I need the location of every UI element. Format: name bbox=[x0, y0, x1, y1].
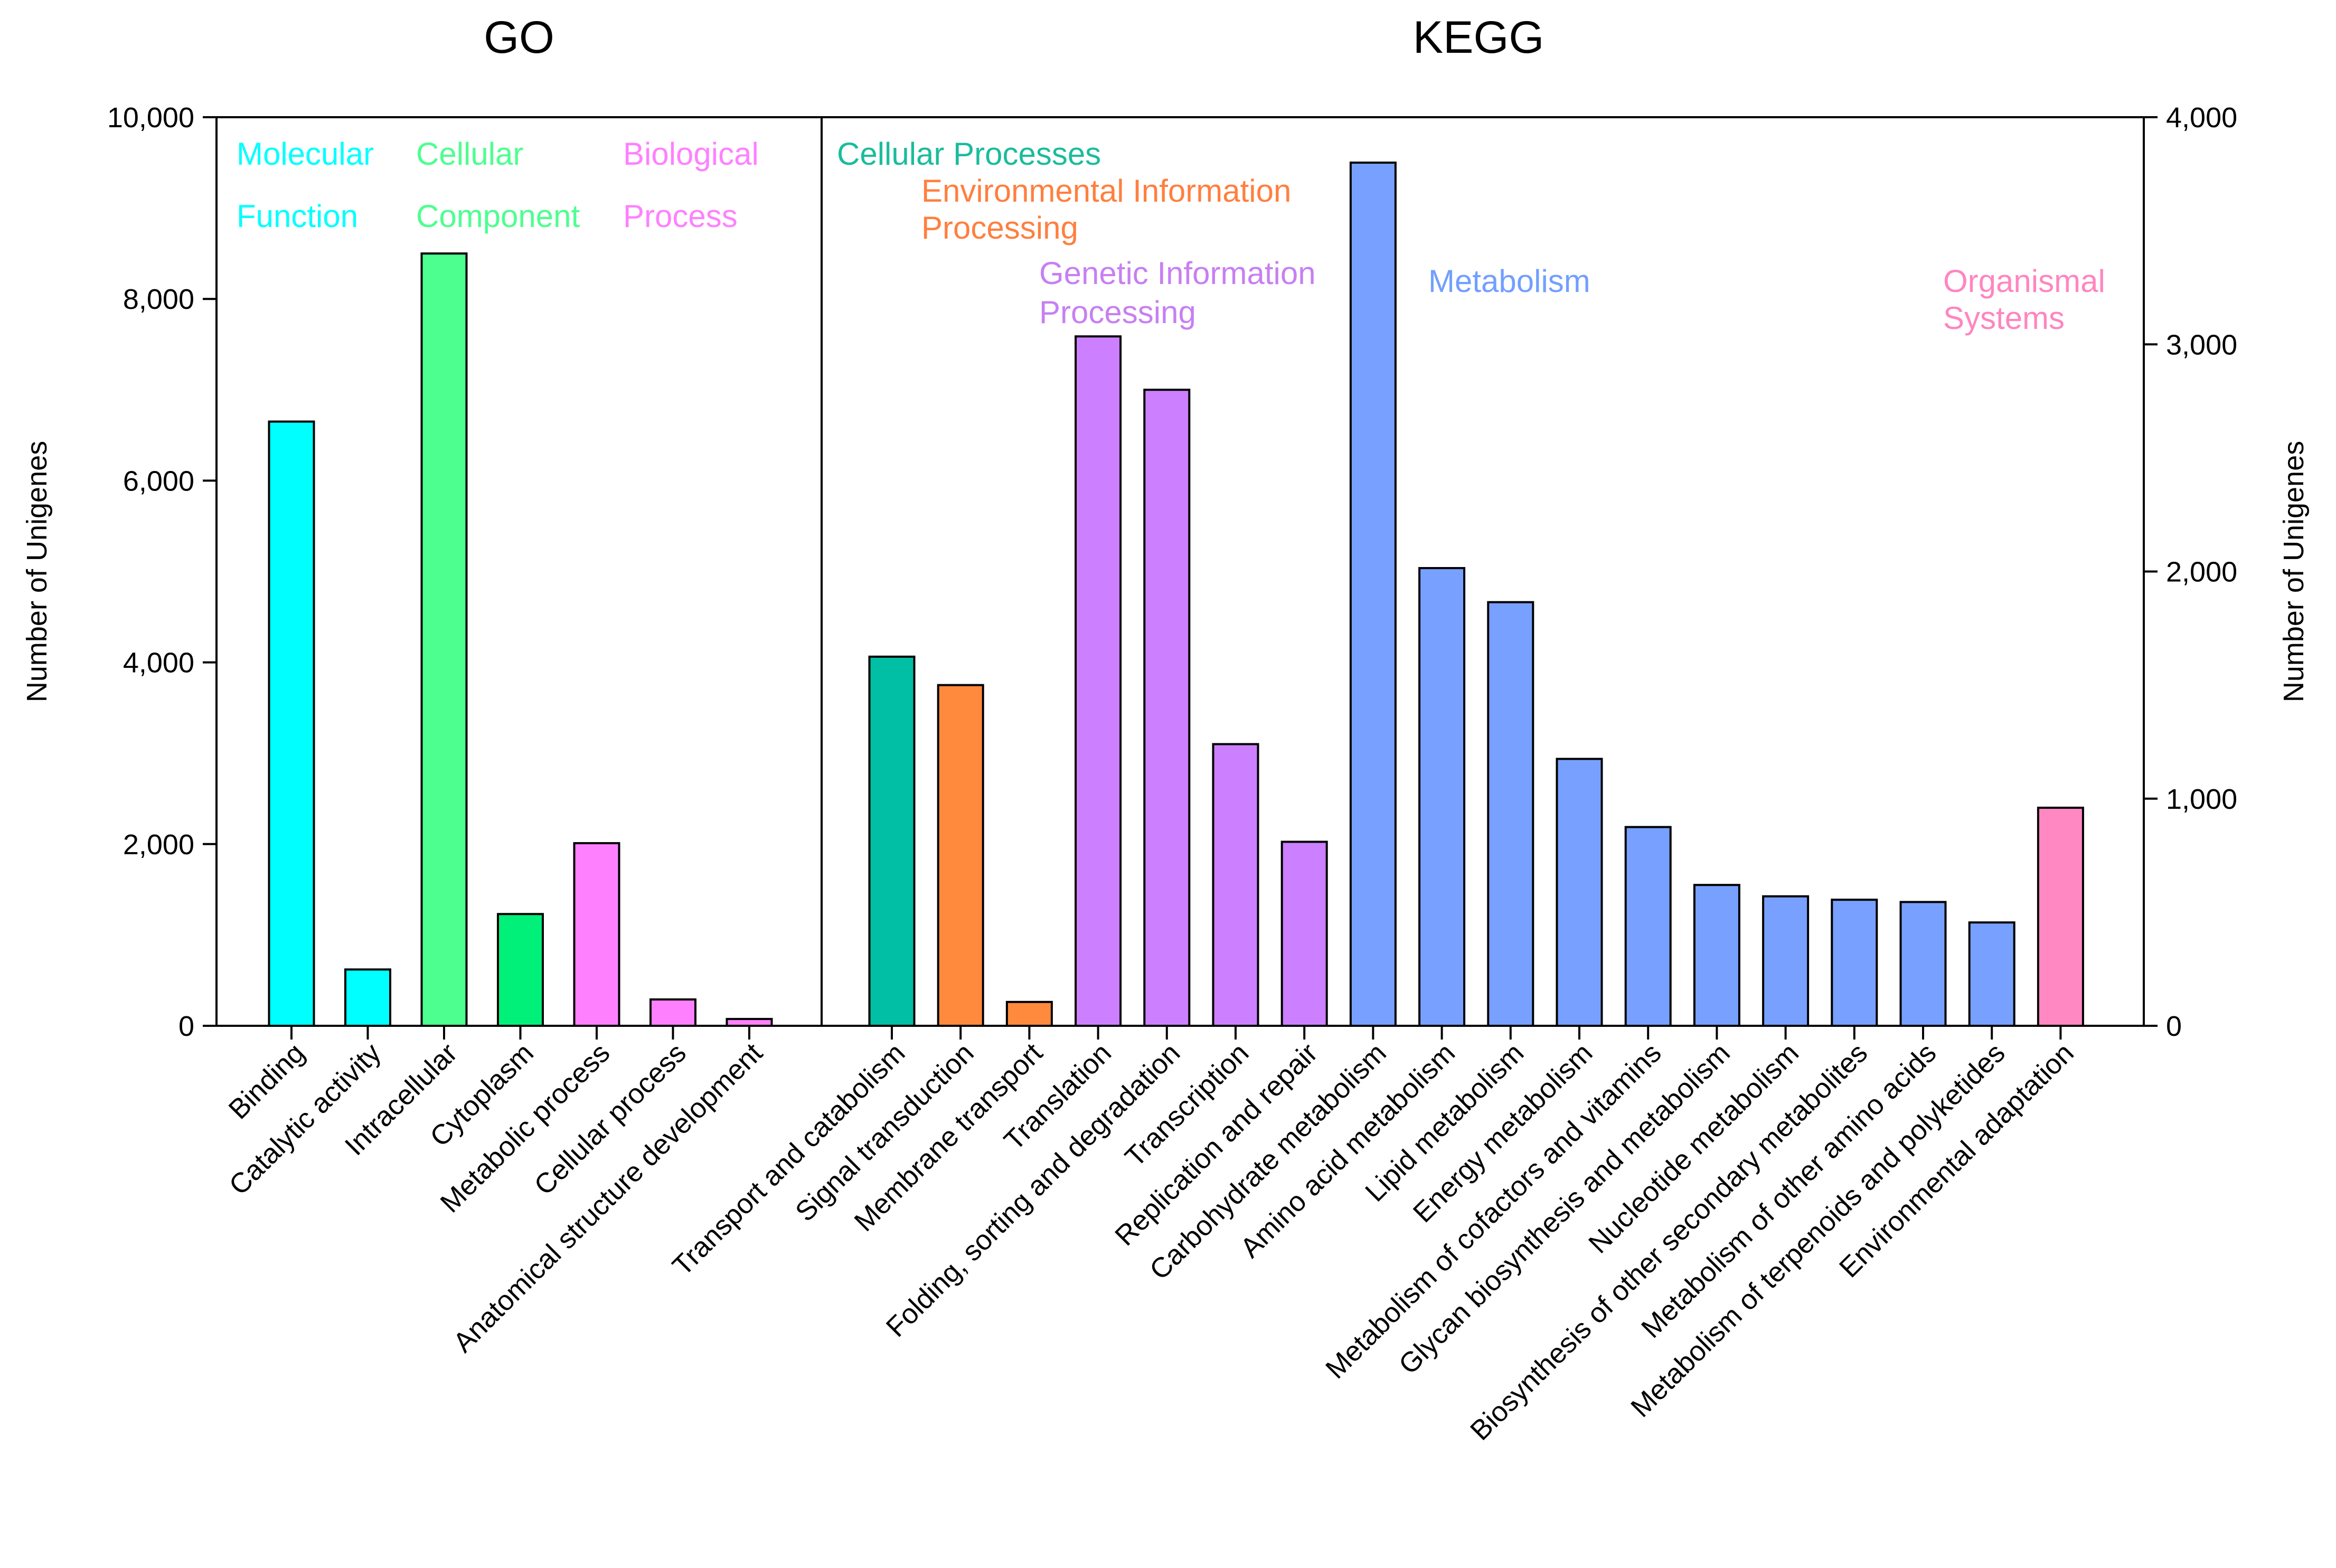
kegg-bar-amino-acid-metabolism bbox=[1418, 567, 1466, 1027]
kegg-bar-biosynthesis-of-other-secondary-metabolites bbox=[1831, 899, 1878, 1027]
kegg-bar-environmental-adaptation bbox=[2037, 806, 2084, 1027]
kegg-group-label: Cellular Processes bbox=[837, 136, 1101, 172]
left-y-tick-label: 2,000 bbox=[123, 829, 194, 861]
kegg-bar-glycan-biosynthesis-and-metabolism bbox=[1693, 884, 1740, 1027]
right-y-tick-label: 2,000 bbox=[2166, 556, 2237, 588]
kegg-title: KEGG bbox=[1413, 12, 1544, 63]
go-group-label: Biological bbox=[623, 136, 759, 172]
left-y-tick-label: 4,000 bbox=[123, 647, 194, 679]
kegg-bar-lipid-metabolism bbox=[1487, 601, 1534, 1027]
kegg-bar-folding-sorting-and-degradation bbox=[1143, 389, 1191, 1027]
right-y-tick-label: 1,000 bbox=[2166, 783, 2237, 815]
kegg-bar-replication-and-repair bbox=[1280, 840, 1328, 1027]
go-bar-metabolic-process bbox=[573, 842, 620, 1027]
left-y-tick-label: 6,000 bbox=[123, 465, 194, 497]
kegg-bar-translation bbox=[1075, 335, 1122, 1027]
go-group-label: Process bbox=[623, 199, 738, 234]
go-group-label: Function bbox=[237, 199, 358, 234]
right-y-axis-label: Number of Unigenes bbox=[2278, 441, 2310, 702]
right-y-tick-label: 0 bbox=[2166, 1010, 2182, 1042]
go-title: GO bbox=[484, 12, 554, 63]
kegg-bar-transcription bbox=[1212, 743, 1259, 1027]
go-group-label: Molecular bbox=[237, 136, 374, 172]
kegg-group-label: Metabolism bbox=[1428, 263, 1590, 299]
kegg-group-label: Environmental Information bbox=[921, 173, 1291, 209]
kegg-bar-carbohydrate-metabolism bbox=[1349, 162, 1397, 1027]
left-y-tick-label: 0 bbox=[178, 1010, 194, 1042]
group-labels: Molecular Function Cellular Component Biolog… bbox=[237, 136, 2105, 336]
go-bar-intracellular bbox=[420, 252, 468, 1027]
kegg-group-label: Processing bbox=[1039, 295, 1196, 330]
go-bar-binding bbox=[268, 420, 315, 1027]
kegg-group-label: Genetic Information bbox=[1039, 256, 1316, 291]
kegg-group-label: Processing bbox=[921, 210, 1078, 245]
kegg-bar-nucleotide-metabolism bbox=[1762, 895, 1810, 1027]
kegg-bar-metabolism-of-other-amino-acids bbox=[1899, 901, 1947, 1027]
kegg-bar-metabolism-of-terpenoids-and-polyketides bbox=[1968, 921, 2015, 1027]
bars bbox=[268, 162, 2084, 1040]
kegg-group-label: Organismal bbox=[1943, 263, 2105, 299]
kegg-bar-signal-transduction bbox=[937, 684, 984, 1027]
left-y-axis: 0 2,000 4,000 6,000 8,000 10,000 Number of Uni… bbox=[21, 102, 216, 1042]
go-bar-catalytic-activity bbox=[344, 968, 391, 1027]
kegg-bar-energy-metabolism bbox=[1556, 758, 1603, 1027]
panel-titles: GO KEGG bbox=[484, 12, 1544, 63]
go-bar-cellular-process bbox=[649, 998, 696, 1027]
go-bar-cytoplasm bbox=[497, 913, 544, 1027]
left-y-tick-label: 10,000 bbox=[107, 102, 194, 134]
right-y-axis: 0 1,000 2,000 3,000 4,000 Number of Unigenes bbox=[2144, 102, 2310, 1042]
go-group-label: Component bbox=[416, 199, 580, 234]
kegg-group-label: Systems bbox=[1943, 300, 2065, 336]
left-y-tick-label: 8,000 bbox=[123, 284, 194, 315]
go-group-label: Cellular bbox=[416, 136, 523, 172]
kegg-bar-transport-and-catabolism bbox=[868, 655, 916, 1027]
kegg-bar-membrane-transport bbox=[1005, 1000, 1053, 1027]
kegg-bar-metabolism-of-cofactors-and-vitamins bbox=[1624, 826, 1672, 1027]
left-y-axis-label: Number of Unigenes bbox=[21, 441, 53, 702]
right-y-tick-label: 4,000 bbox=[2166, 102, 2237, 134]
go-bar-anatomical-structure-development bbox=[726, 1018, 773, 1027]
right-y-tick-label: 3,000 bbox=[2166, 329, 2237, 361]
